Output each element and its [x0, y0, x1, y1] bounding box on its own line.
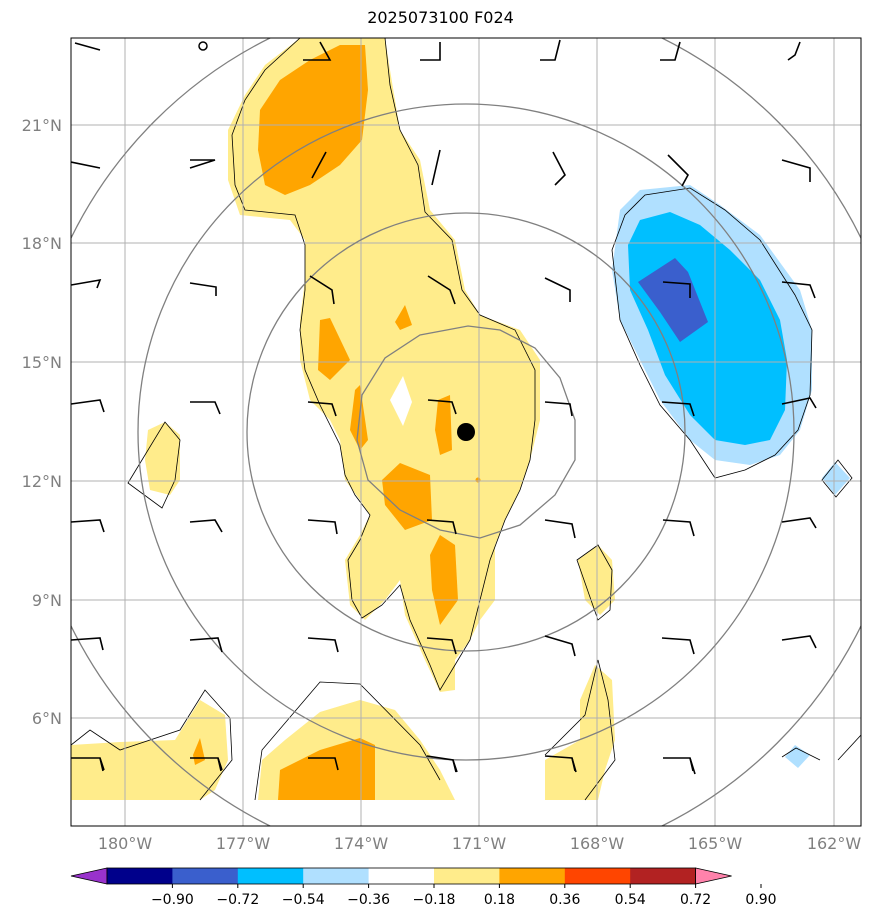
colorbar-tick-label: 0.18 — [484, 892, 515, 908]
lat-labels: 21°N 18°N 15°N 12°N 9°N 6°N — [22, 116, 62, 728]
colorbar-swatch — [630, 868, 697, 884]
map-frame — [70, 37, 862, 827]
contour-lines — [71, 38, 861, 801]
colorbar-tick-label: 0.72 — [680, 892, 711, 908]
colorbar-tick-label: −0.36 — [347, 892, 390, 908]
colorbar-swatch — [564, 868, 631, 884]
colorbar-swatch — [368, 868, 435, 884]
colorbar-swatch — [237, 868, 304, 884]
colorbar-tick-label: −0.90 — [151, 892, 194, 908]
map-gridlines — [71, 38, 861, 826]
lat-label: 15°N — [22, 353, 62, 372]
colorbar-swatch — [303, 868, 370, 884]
colorbar-tick-label: −0.18 — [413, 892, 456, 908]
lon-labels: 180°W 177°W 174°W 171°W 168°W 165°W 162°… — [98, 834, 862, 853]
lat-label: 12°N — [22, 472, 62, 491]
colorbar-extend-low — [70, 867, 108, 885]
lon-label: 165°W — [688, 834, 743, 853]
colorbar-tick-label: 0.36 — [549, 892, 580, 908]
colorbar-tick-label: −0.72 — [216, 892, 259, 908]
lon-label: 177°W — [216, 834, 271, 853]
lon-label: 168°W — [570, 834, 625, 853]
lat-label: 21°N — [22, 116, 62, 135]
colorbar-extend-high — [695, 867, 732, 885]
wind-barbs — [71, 39, 817, 775]
lon-label: 174°W — [334, 834, 389, 853]
lon-label: 162°W — [807, 834, 862, 853]
colorbar-swatch — [107, 868, 173, 884]
lon-label: 171°W — [452, 834, 507, 853]
colorbar-swatch — [172, 868, 239, 884]
colorbar-tick-label: 0.54 — [615, 892, 646, 908]
lat-label: 6°N — [32, 709, 62, 728]
colorbar-swatch — [499, 868, 566, 884]
lon-label: 180°W — [98, 834, 153, 853]
storm-center-dot — [457, 423, 475, 441]
map-title: 2025073100 F024 — [367, 8, 514, 27]
colorbar: −0.90 −0.72 −0.54 −0.36 −0.18 0.18 0.36 0.54 0.7… — [70, 867, 777, 908]
lat-label: 9°N — [32, 591, 62, 610]
colorbar-tick-label: −0.54 — [282, 892, 325, 908]
clear-pocket — [390, 376, 412, 426]
colorbar-tick-label: 0.90 — [745, 892, 776, 908]
colorbar-frame — [106, 867, 696, 885]
range-rings — [71, 38, 861, 826]
strongest-negative-anomaly-region — [638, 258, 708, 342]
lat-label: 18°N — [22, 234, 62, 253]
colorbar-swatch — [434, 868, 500, 884]
